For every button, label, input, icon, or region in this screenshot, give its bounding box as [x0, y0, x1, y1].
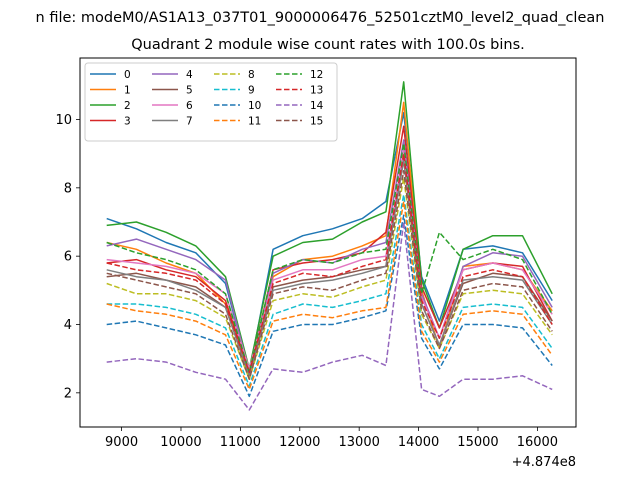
- series-line-12: [106, 142, 553, 374]
- x-tick-label: 9000: [105, 435, 138, 450]
- x-tick-label: 15000: [457, 435, 498, 450]
- x-tick-label: 13000: [339, 435, 380, 450]
- legend-box: [84, 62, 338, 142]
- series-line-5: [106, 156, 553, 377]
- legend-label-14: 14: [310, 100, 324, 112]
- legend-label-2: 2: [124, 100, 131, 112]
- x-offset-label: +4.874e8: [512, 455, 576, 470]
- series-line-9: [106, 193, 553, 387]
- series-line-6: [106, 149, 553, 370]
- series-line-2: [106, 81, 553, 370]
- x-tick-label: 10000: [160, 435, 201, 450]
- x-axis: 9000 10000 11000 12000 13000 14000 15000 16000: [105, 427, 558, 450]
- legend-label-7: 7: [186, 116, 193, 128]
- legend-label-8: 8: [248, 69, 255, 81]
- y-tick-label: 8: [64, 181, 72, 196]
- y-tick-label: 2: [64, 386, 72, 401]
- chart-title: Quadrant 2 module wise count rates with …: [131, 37, 525, 53]
- legend-label-5: 5: [186, 85, 193, 97]
- series-line-10: [106, 214, 553, 398]
- y-tick-label: 6: [64, 250, 72, 265]
- series-line-0: [106, 111, 553, 374]
- y-tick-label: 10: [55, 113, 72, 128]
- series-line-15: [106, 170, 553, 380]
- x-tick-label: 16000: [517, 435, 558, 450]
- series-line-11: [106, 200, 553, 391]
- y-axis: 2 4 6 8 10: [55, 113, 80, 401]
- legend-label-0: 0: [124, 69, 131, 81]
- legend-label-13: 13: [310, 85, 323, 97]
- legend-label-3: 3: [124, 116, 131, 128]
- y-tick-label: 4: [64, 318, 72, 333]
- legend-label-4: 4: [186, 69, 193, 81]
- legend-label-10: 10: [248, 100, 261, 112]
- legend-label-6: 6: [186, 100, 193, 112]
- series-layer: [106, 81, 553, 411]
- legend-label-12: 12: [310, 69, 323, 81]
- x-tick-label: 11000: [220, 435, 261, 450]
- legend-label-9: 9: [248, 85, 255, 97]
- axes-frame: [79, 57, 577, 428]
- legend-label-11: 11: [248, 116, 261, 128]
- series-line-13: [106, 152, 553, 374]
- series-line-4: [106, 139, 553, 374]
- series-line-7: [106, 159, 553, 377]
- legend-label-1: 1: [124, 85, 131, 97]
- legend-label-15: 15: [310, 116, 323, 128]
- series-line-14: [106, 221, 553, 411]
- x-tick-label: 14000: [398, 435, 439, 450]
- x-tick-label: 12000: [279, 435, 320, 450]
- figure-supertitle: n file: modeM0/AS1A13_037T01_9000006476_…: [36, 10, 605, 26]
